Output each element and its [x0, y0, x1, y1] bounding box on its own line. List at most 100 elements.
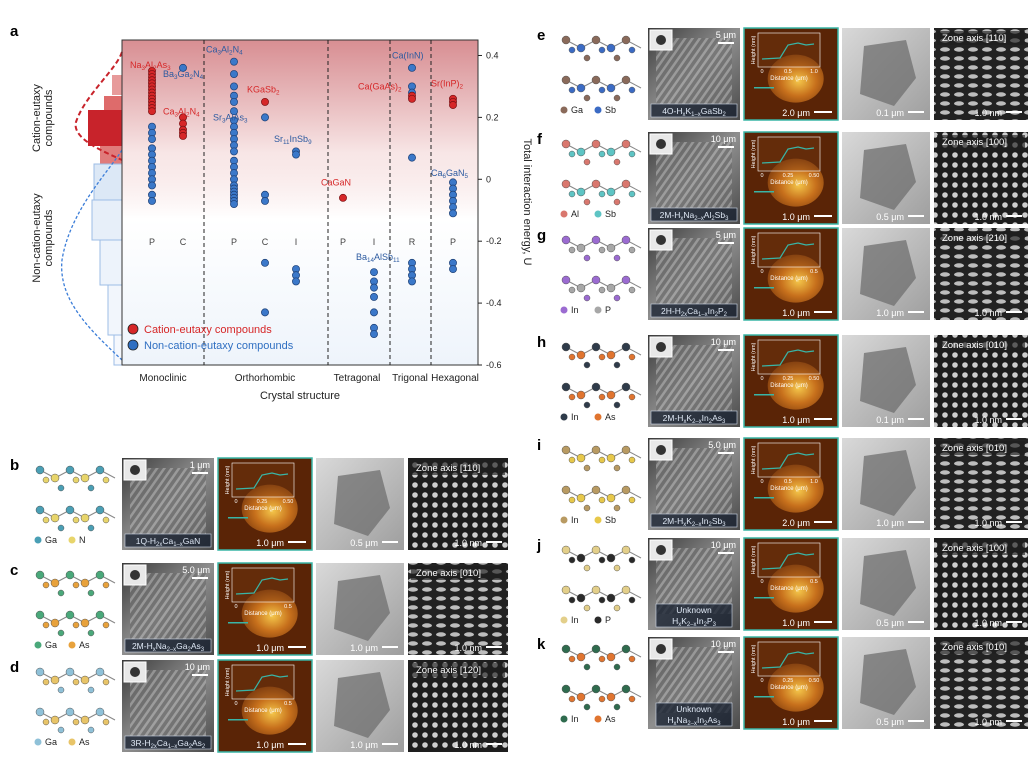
- atom: [576, 243, 586, 253]
- afm-flake: [241, 589, 298, 638]
- zone-axis-label: Zone axis [100]: [942, 543, 1007, 554]
- afm-y-label: Height (nm): [751, 342, 757, 371]
- atom: [42, 621, 50, 629]
- compound-caption: 1Q-H2xCa1–xGaN: [136, 536, 201, 548]
- afm-scale-bar: [814, 311, 832, 313]
- afm-profile-inset: [231, 567, 295, 603]
- afm-x-label: Distance (μm): [770, 486, 807, 492]
- tem-flake: [860, 450, 916, 516]
- hrtem-scale-bar: [1006, 311, 1022, 313]
- atom: [561, 644, 571, 654]
- atom: [613, 464, 621, 472]
- atom: [561, 382, 571, 392]
- afm-scale-bar: [288, 541, 306, 543]
- afm-scale-bar: [814, 418, 832, 420]
- atom-legend-label: N: [79, 535, 86, 545]
- atom: [591, 275, 601, 285]
- atom: [57, 629, 65, 637]
- afm-profile-line: [235, 472, 289, 490]
- point-red: [408, 94, 416, 103]
- compound-caption: 2H-H2xCa1–xIn2P2: [661, 306, 727, 318]
- atom: [598, 456, 606, 464]
- atom: [80, 513, 90, 523]
- atom-legend-marker: [594, 516, 602, 524]
- hrtem-scale-label: 1.0 nm: [974, 108, 1002, 118]
- atom: [561, 75, 571, 85]
- afm-x-tick: 0: [760, 479, 763, 485]
- atom: [628, 496, 636, 504]
- zone-axis-box: [937, 441, 1025, 455]
- atom: [628, 596, 636, 604]
- sem-inset-crystal: [656, 644, 666, 654]
- atom: [621, 179, 631, 189]
- point-blue: [292, 277, 300, 286]
- atom: [576, 553, 586, 563]
- compound-caption-box: [124, 735, 212, 750]
- afm-profile-inset: [757, 339, 821, 375]
- atom: [42, 718, 50, 726]
- afm-scale-bar: [814, 215, 832, 217]
- tem-scale-label: 0.5 μm: [876, 717, 904, 727]
- group-dividers: [203, 40, 432, 365]
- atom: [613, 361, 621, 369]
- tem-flake: [334, 470, 390, 536]
- point-blue: [230, 97, 238, 106]
- atom: [598, 496, 606, 504]
- y-tick-label: -0.4: [486, 298, 502, 308]
- point-blue: [230, 70, 238, 78]
- atom: [621, 75, 631, 85]
- legend: Cation-eutaxy compounds Non-cation-eutax…: [127, 323, 294, 352]
- atom: [561, 275, 571, 285]
- atom-legend-marker: [68, 738, 76, 746]
- compound-annotation: Ca3Al2N4: [163, 106, 200, 118]
- atom: [613, 198, 621, 206]
- atom: [598, 695, 606, 703]
- sem-inset-crystal: [656, 235, 666, 245]
- atom-legend-marker: [560, 210, 568, 218]
- atom: [72, 516, 80, 524]
- afm-x-tick: 0: [760, 579, 763, 585]
- atom-legend-marker: [560, 106, 568, 114]
- atom: [568, 496, 576, 504]
- afm-x-tick: 0.5: [784, 69, 792, 75]
- atom: [583, 54, 591, 62]
- atom: [613, 94, 621, 102]
- atom: [598, 353, 606, 361]
- atom: [598, 393, 606, 401]
- hrtem-scale-bar: [1006, 215, 1022, 217]
- point-blue: [261, 113, 269, 122]
- atom: [561, 179, 571, 189]
- atom: [613, 564, 621, 572]
- atom: [95, 570, 105, 580]
- hist-bar: [107, 284, 123, 336]
- atom: [598, 246, 606, 254]
- afm-profile-inset: [231, 462, 295, 498]
- afm-scale-bar: [288, 743, 306, 745]
- atom-legend-label: Sb: [605, 105, 616, 115]
- atom: [50, 675, 60, 685]
- atom: [95, 610, 105, 620]
- atom: [583, 401, 591, 409]
- afm-profile-inset: [757, 542, 821, 578]
- hist-bar: [104, 96, 122, 110]
- legend-label-red: Cation-eutaxy compounds: [144, 324, 272, 336]
- point-blue: [261, 308, 269, 317]
- sem-inset-crystal: [130, 667, 140, 677]
- atom: [80, 715, 90, 725]
- sem-scale-label: 10 μm: [711, 540, 736, 550]
- panel-label-d: d: [10, 659, 19, 676]
- x-group-label: Monoclinic: [139, 373, 186, 384]
- data-points: [148, 57, 457, 338]
- afm-flake: [767, 158, 824, 207]
- atom: [621, 485, 631, 495]
- bravais-code: P: [149, 237, 155, 247]
- atom-legend-marker: [34, 536, 42, 544]
- atom: [591, 179, 601, 189]
- zone-axis-label: Zone axis [110]: [416, 463, 480, 474]
- y-axis: 0.4 0.2 0 -0.2 -0.4 -0.6: [478, 50, 502, 370]
- point-red: [148, 107, 156, 116]
- sem-inset-crystal: [130, 570, 140, 580]
- atom: [102, 476, 110, 484]
- compound-caption-box: [650, 303, 738, 318]
